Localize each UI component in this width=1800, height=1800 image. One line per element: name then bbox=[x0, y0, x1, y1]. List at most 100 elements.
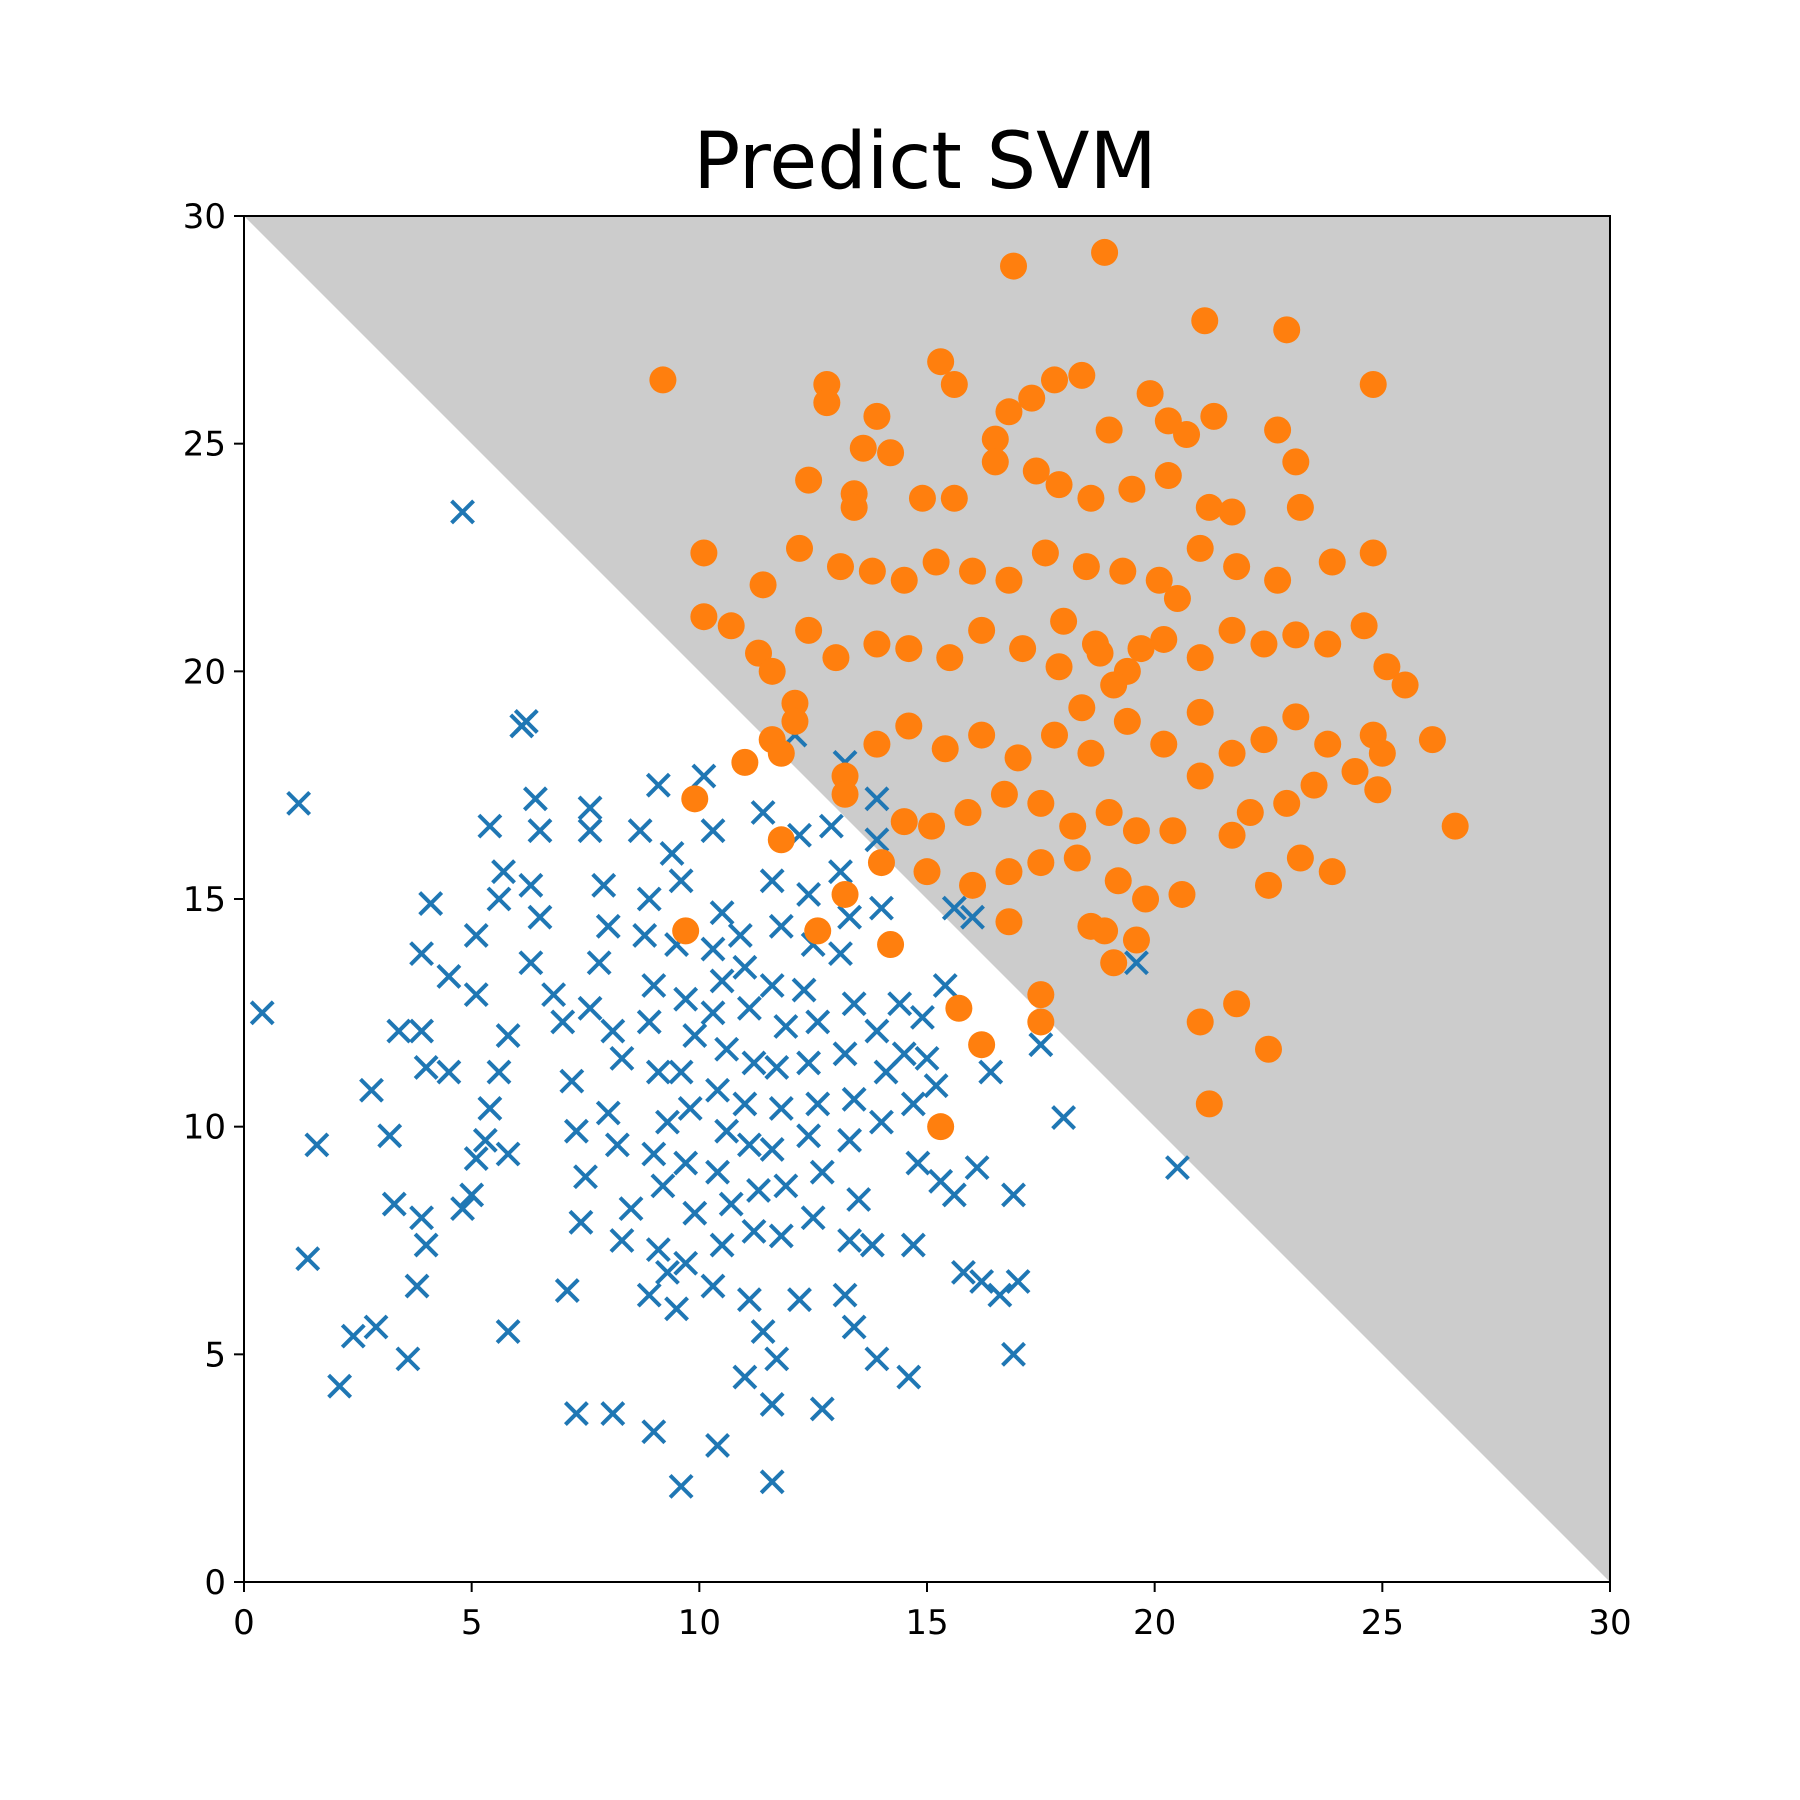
circle-marker-point bbox=[1186, 762, 1214, 790]
circle-marker-point bbox=[649, 366, 677, 394]
x-marker-point bbox=[636, 1009, 662, 1035]
x-marker-point bbox=[595, 913, 621, 939]
x-marker-point bbox=[768, 913, 794, 939]
circle-marker-point bbox=[908, 484, 936, 512]
circle-marker-point bbox=[1441, 812, 1469, 840]
circle-marker-point bbox=[1059, 812, 1087, 840]
circle-marker-point bbox=[1027, 1008, 1055, 1036]
x-marker-point bbox=[796, 882, 822, 907]
x-marker-point bbox=[636, 1282, 662, 1308]
x-marker-point bbox=[655, 1259, 680, 1285]
circle-marker-point bbox=[1132, 885, 1160, 913]
circle-marker-point bbox=[1282, 448, 1310, 476]
x-marker-point bbox=[732, 1364, 758, 1390]
x-marker-point bbox=[636, 886, 662, 912]
circle-marker-point bbox=[863, 630, 891, 658]
x-marker-point bbox=[837, 1127, 863, 1153]
x-marker-point bbox=[887, 991, 913, 1017]
circle-marker-point bbox=[795, 466, 823, 494]
x-marker-point bbox=[682, 1200, 708, 1226]
x-marker-point bbox=[577, 818, 603, 844]
x-marker-point bbox=[864, 786, 890, 812]
circle-marker-point bbox=[1255, 1035, 1282, 1063]
circle-marker-point bbox=[681, 785, 709, 813]
x-marker-point bbox=[809, 1159, 835, 1185]
circle-marker-point bbox=[1004, 744, 1032, 772]
circle-marker-point bbox=[1031, 539, 1059, 567]
x-marker-point bbox=[413, 1232, 439, 1258]
x-marker-point bbox=[677, 1096, 703, 1121]
x-marker-point bbox=[327, 1373, 353, 1399]
x-marker-point bbox=[522, 786, 548, 812]
circle-marker-point bbox=[981, 448, 1009, 476]
circle-marker-point bbox=[995, 908, 1023, 936]
circle-marker-point bbox=[781, 707, 809, 735]
circle-marker-point bbox=[804, 917, 832, 945]
x-marker-point bbox=[700, 818, 726, 844]
circle-marker-point bbox=[863, 402, 891, 430]
x-marker-point bbox=[900, 1232, 926, 1258]
plot-area bbox=[243, 215, 1611, 1583]
x-marker-point bbox=[645, 1059, 671, 1085]
x-marker-point bbox=[796, 1123, 822, 1149]
circle-marker-point bbox=[1173, 421, 1201, 449]
x-marker-point bbox=[304, 1132, 330, 1158]
x-marker-point bbox=[750, 1319, 776, 1344]
x-marker-point bbox=[627, 818, 653, 844]
circle-marker-point bbox=[1136, 380, 1164, 408]
x-marker-point bbox=[891, 1041, 917, 1067]
x-marker-point bbox=[632, 923, 658, 948]
x-marker-point bbox=[641, 973, 667, 998]
circle-marker-point bbox=[1186, 644, 1214, 672]
circle-marker-point bbox=[813, 389, 841, 417]
circle-marker-point bbox=[1045, 653, 1073, 681]
x-marker-point bbox=[409, 1018, 434, 1044]
circle-marker-point bbox=[1191, 307, 1219, 335]
x-tick-label: 10 bbox=[678, 1603, 721, 1643]
x-marker-point bbox=[413, 1055, 439, 1080]
circle-marker-point bbox=[1027, 789, 1055, 817]
circle-marker-point bbox=[767, 826, 795, 854]
x-marker-point bbox=[869, 1109, 894, 1135]
x-marker-point bbox=[600, 1401, 626, 1426]
circle-marker-point bbox=[918, 812, 946, 840]
x-marker-point bbox=[864, 1346, 890, 1372]
x-marker-point bbox=[409, 941, 434, 967]
x-marker-point bbox=[759, 973, 785, 998]
circle-marker-point bbox=[968, 616, 996, 644]
circle-marker-point bbox=[1095, 798, 1123, 826]
x-marker-point bbox=[450, 1196, 475, 1222]
circle-marker-point bbox=[1113, 707, 1141, 735]
circle-marker-point bbox=[1364, 776, 1392, 804]
circle-marker-point bbox=[877, 439, 905, 467]
y-tick-label: 5 bbox=[204, 1335, 226, 1375]
circle-marker-point bbox=[831, 880, 859, 908]
x-marker-point bbox=[1001, 1182, 1026, 1208]
x-marker-point bbox=[869, 895, 894, 921]
x-tick-label: 30 bbox=[1588, 1603, 1631, 1643]
x-marker-point bbox=[705, 1159, 730, 1185]
x-marker-point bbox=[518, 950, 544, 976]
circle-marker-point bbox=[1200, 402, 1228, 430]
circle-marker-point bbox=[1273, 316, 1301, 344]
circle-marker-point bbox=[1286, 844, 1314, 872]
circle-marker-point bbox=[1236, 798, 1264, 826]
x-marker-point bbox=[700, 936, 726, 962]
series-layer bbox=[249, 238, 1469, 1499]
x-marker-point bbox=[604, 1132, 630, 1158]
circle-marker-point bbox=[1009, 635, 1037, 663]
x-marker-point bbox=[896, 1364, 922, 1390]
x-marker-point bbox=[759, 1469, 785, 1495]
circle-marker-point bbox=[1095, 416, 1123, 444]
circle-marker-point bbox=[913, 858, 941, 886]
x-marker-point bbox=[486, 1059, 512, 1085]
x-marker-point bbox=[841, 991, 867, 1017]
circle-marker-point bbox=[1282, 621, 1310, 649]
x-marker-point bbox=[737, 1287, 762, 1313]
x-marker-point bbox=[577, 795, 603, 821]
x-marker-point bbox=[577, 995, 603, 1021]
circle-marker-point bbox=[1072, 553, 1100, 581]
circle-marker-point bbox=[1359, 370, 1387, 398]
x-marker-point bbox=[609, 1228, 635, 1253]
circle-marker-point bbox=[1341, 758, 1369, 786]
